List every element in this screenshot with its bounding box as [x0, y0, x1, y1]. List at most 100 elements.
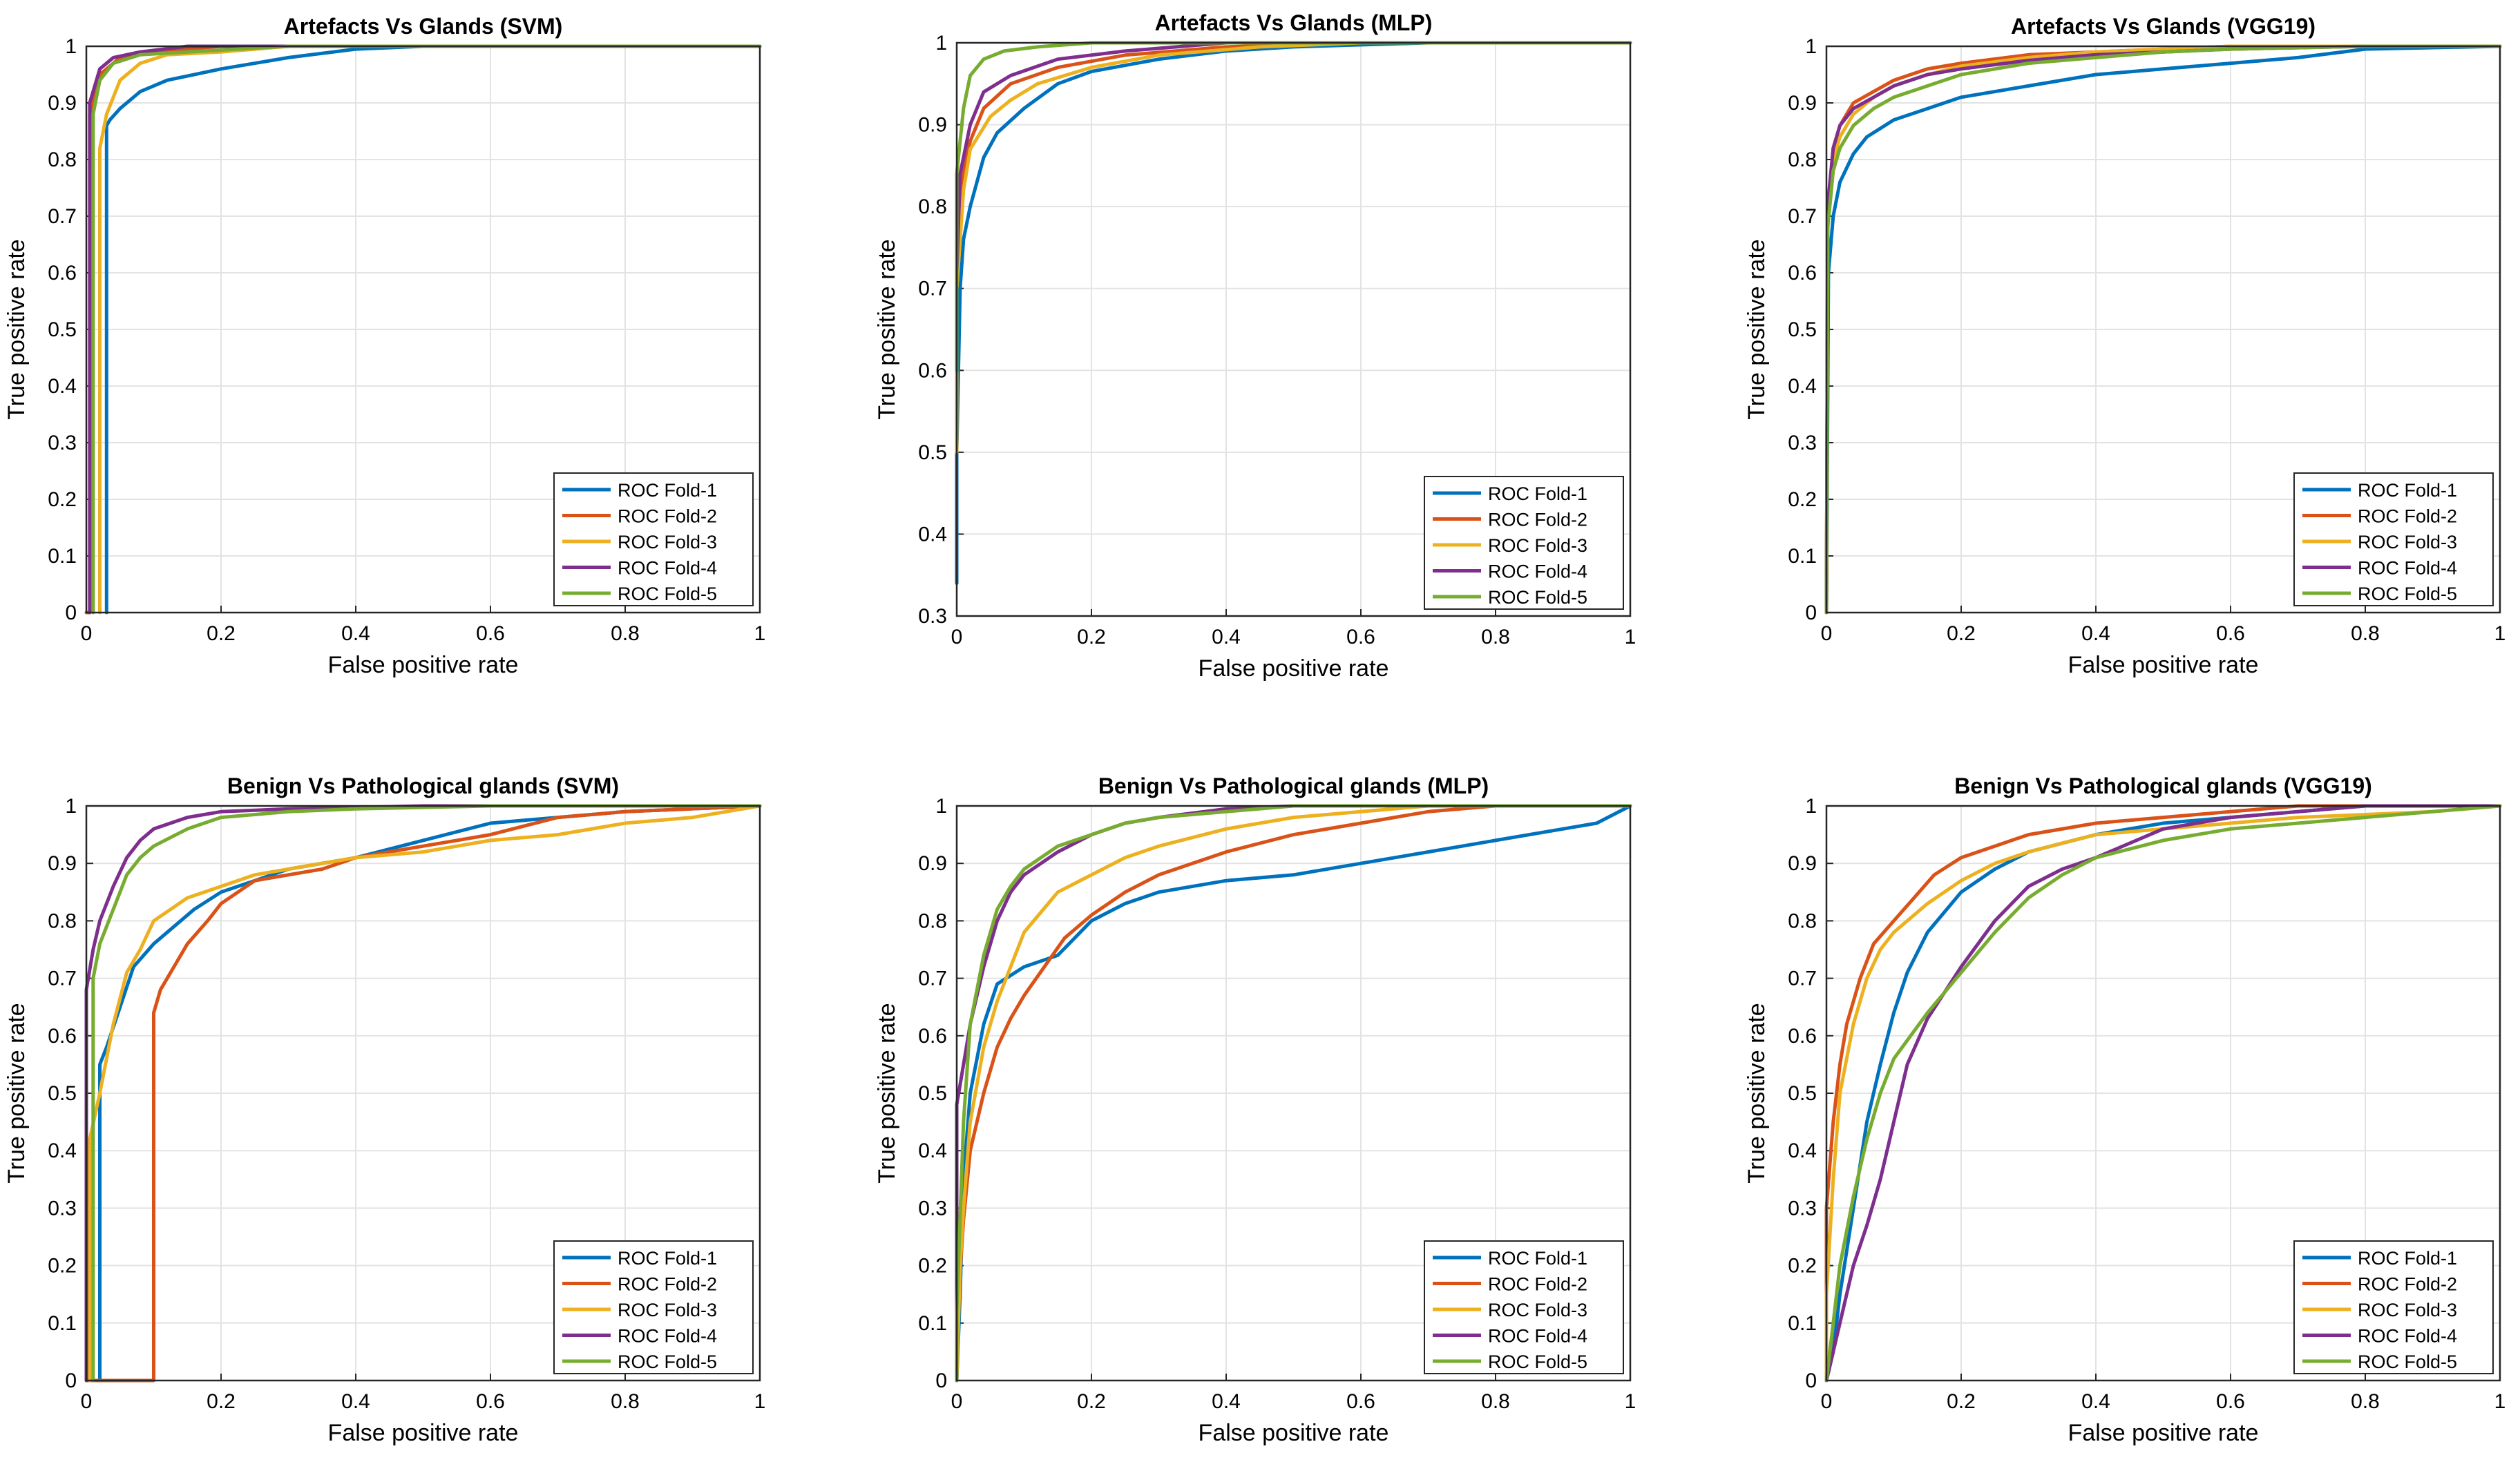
roc-line-fold-2: [955, 804, 1632, 1383]
legend-label: ROC Fold-4: [618, 1326, 717, 1347]
y-tick-label: 0.7: [1788, 205, 1817, 228]
y-tick-label: 0.9: [918, 114, 947, 137]
x-axis-label: False positive rate: [1199, 655, 1389, 682]
y-tick-label: 1: [65, 35, 77, 58]
legend-label: ROC Fold-1: [1488, 1248, 1587, 1269]
chart-title: Artefacts Vs Glands (VGG19): [2011, 14, 2316, 39]
y-tick-label: 0.1: [48, 1312, 77, 1335]
y-tick-label: 1: [1805, 35, 1817, 58]
x-tick-label: 0.8: [1481, 1390, 1510, 1413]
x-tick-label: 0.2: [1077, 626, 1106, 648]
x-tick-label: 0.6: [476, 1390, 505, 1413]
y-tick-label: 0: [935, 1369, 947, 1392]
y-tick-label: 0.3: [1788, 432, 1817, 454]
legend: ROC Fold-1 ROC Fold-2 ROC Fold-3 ROC Fold-4…: [2293, 472, 2494, 606]
x-tick-label: 0.6: [476, 622, 505, 645]
y-tick-label: 0.3: [1788, 1197, 1817, 1220]
legend-label: ROC Fold-2: [2358, 506, 2457, 527]
y-tick-label: 0.7: [48, 205, 77, 228]
roc-line-fold-5: [91, 804, 762, 1383]
legend-box: [2293, 472, 2494, 606]
x-axis-label: False positive rate: [328, 652, 519, 678]
y-tick-label: 0.5: [1788, 1082, 1817, 1105]
roc-line-fold-3: [88, 804, 762, 1383]
y-tick-label: 0.4: [918, 523, 947, 546]
legend-label: ROC Fold-5: [1488, 587, 1587, 608]
x-tick-label: 0.4: [341, 622, 370, 645]
roc-line-fold-1: [104, 44, 762, 615]
y-tick-label: 0.6: [48, 1025, 77, 1048]
legend-label: ROC Fold-5: [1488, 1352, 1587, 1372]
roc-line-fold-3: [955, 41, 1632, 454]
x-tick-label: 0: [1821, 1390, 1833, 1413]
legend-label: ROC Fold-1: [618, 480, 717, 501]
legend-label: ROC Fold-3: [1488, 535, 1587, 556]
legend-label: ROC Fold-5: [618, 1352, 717, 1372]
x-axis-label: False positive rate: [2068, 652, 2259, 678]
x-tick-label: 0.4: [1212, 1390, 1241, 1413]
roc-line-fold-4: [84, 804, 762, 1383]
y-tick-label: 0.2: [48, 488, 77, 511]
y-axis-label: True positive rate: [3, 1003, 30, 1183]
y-tick-label: 0.7: [1788, 968, 1817, 990]
chart-panel-6: 0 0.2 0.4 0.6 0.8 1 0 0.1 0.2 0.3 0.4 0.5 0.6 0.7 0.8 0…: [1744, 773, 2505, 1446]
y-tick-label: 0.9: [48, 852, 77, 875]
y-tick-label: 0.9: [918, 852, 947, 875]
x-tick-label: 0.6: [1346, 626, 1375, 648]
y-tick-label: 0.4: [1788, 375, 1817, 398]
y-tick-label: 0.8: [1788, 148, 1817, 171]
y-tick-label: 0.5: [48, 1082, 77, 1105]
y-tick-label: 0: [1805, 602, 1817, 624]
y-axis-label: True positive rate: [874, 1003, 900, 1183]
roc-line-fold-1: [955, 804, 1632, 1383]
y-tick-label: 0.6: [1788, 262, 1817, 285]
legend-label: ROC Fold-2: [618, 1274, 717, 1295]
y-tick-label: 0.3: [918, 1197, 947, 1220]
y-tick-label: 0.6: [918, 1025, 947, 1048]
x-tick-label: 0.6: [2216, 622, 2245, 645]
y-tick-label: 0.9: [1788, 852, 1817, 875]
x-tick-label: 0.2: [207, 1390, 236, 1413]
x-tick-label: 0.2: [1077, 1390, 1106, 1413]
roc-line-fold-1: [955, 41, 1632, 586]
legend-box: [553, 472, 754, 606]
x-tick-label: 0.2: [207, 622, 236, 645]
legend-label: ROC Fold-2: [2358, 1274, 2457, 1295]
x-tick-label: 0.8: [2351, 622, 2380, 645]
legend: ROC Fold-1 ROC Fold-2 ROC Fold-3 ROC Fold-4…: [553, 472, 754, 606]
legend: ROC Fold-1 ROC Fold-2 ROC Fold-3 ROC Fold-4…: [553, 1240, 754, 1374]
y-tick-label: 0.4: [918, 1139, 947, 1162]
roc-line-fold-3: [955, 804, 1632, 1383]
x-tick-label: 0.8: [1481, 626, 1510, 648]
roc-line-fold-5: [955, 804, 1632, 1383]
x-tick-label: 1: [2494, 1390, 2506, 1413]
chart-title: Benign Vs Pathological glands (VGG19): [1954, 773, 2372, 798]
legend-label: ROC Fold-2: [1488, 510, 1587, 530]
y-tick-label: 0.5: [48, 318, 77, 341]
y-tick-label: 0: [65, 1369, 77, 1392]
chart-panel-3: 0 0.2 0.4 0.6 0.8 1 0 0.1 0.2 0.3 0.4 0.5 0.6 0.7 0.8 0…: [1744, 14, 2505, 678]
axes-box: [955, 805, 1632, 1382]
y-tick-label: 0.8: [918, 195, 947, 218]
x-tick-label: 1: [1625, 626, 1636, 648]
chart-panel-4: 0 0.2 0.4 0.6 0.8 1 0 0.1 0.2 0.3 0.4 0.5 0.6 0.7 0.8 0…: [3, 773, 765, 1446]
y-tick-label: 0.6: [918, 359, 947, 382]
y-axis-label: True positive rate: [1744, 1003, 1770, 1183]
y-tick-label: 0.8: [1788, 910, 1817, 932]
x-tick-label: 1: [1625, 1390, 1636, 1413]
chart-title: Artefacts Vs Glands (MLP): [1155, 10, 1433, 35]
y-tick-label: 0.2: [48, 1255, 77, 1278]
legend-label: ROC Fold-3: [618, 1300, 717, 1320]
axes-box: [1825, 45, 2501, 614]
x-tick-label: 0.2: [1947, 1390, 1976, 1413]
y-tick-label: 0.4: [48, 1139, 77, 1162]
y-tick-label: 1: [65, 795, 77, 818]
y-axis-label: True positive rate: [874, 239, 900, 419]
x-axis-label: False positive rate: [2068, 1420, 2259, 1446]
chart-title: Benign Vs Pathological glands (SVM): [227, 773, 619, 798]
legend-label: ROC Fold-4: [618, 558, 717, 579]
roc-line-fold-5: [91, 44, 762, 615]
x-tick-label: 1: [754, 622, 766, 645]
legend-box: [1424, 476, 1624, 610]
y-tick-label: 0.5: [918, 441, 947, 464]
